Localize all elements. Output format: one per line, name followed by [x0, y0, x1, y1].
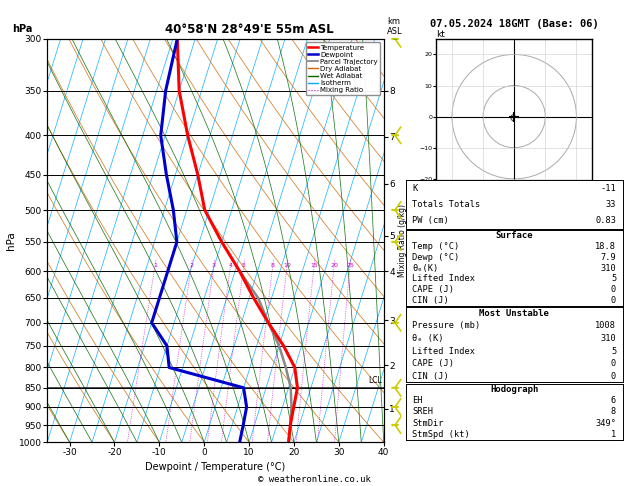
Text: © weatheronline.co.uk: © weatheronline.co.uk	[258, 474, 371, 484]
Y-axis label: hPa: hPa	[6, 231, 16, 250]
Text: Pressure (mb): Pressure (mb)	[412, 321, 481, 330]
Text: Temp (°C): Temp (°C)	[412, 242, 459, 251]
Text: 5: 5	[611, 347, 616, 356]
Legend: Temperature, Dewpoint, Parcel Trajectory, Dry Adiabat, Wet Adiabat, Isotherm, Mi: Temperature, Dewpoint, Parcel Trajectory…	[306, 42, 380, 95]
Text: 7.9: 7.9	[601, 253, 616, 262]
Text: 2: 2	[189, 263, 194, 268]
Text: 310: 310	[601, 334, 616, 343]
Text: 15: 15	[310, 263, 318, 268]
Text: 4: 4	[228, 263, 233, 268]
Text: 25: 25	[346, 263, 354, 268]
Text: 310: 310	[601, 263, 616, 273]
Text: 349°: 349°	[595, 418, 616, 428]
Text: CIN (J): CIN (J)	[412, 296, 449, 305]
Text: 40°58'N 28°49'E 55m ASL: 40°58'N 28°49'E 55m ASL	[165, 23, 333, 36]
Y-axis label: Mixing Ratio (g/kg): Mixing Ratio (g/kg)	[398, 204, 407, 277]
Text: -11: -11	[601, 184, 616, 193]
Text: 10: 10	[283, 263, 291, 268]
Text: Hodograph: Hodograph	[490, 385, 538, 394]
Text: SREH: SREH	[412, 407, 433, 417]
Text: Most Unstable: Most Unstable	[479, 309, 549, 318]
Text: PW (cm): PW (cm)	[412, 216, 449, 226]
Text: 33: 33	[606, 200, 616, 209]
Text: 1: 1	[611, 430, 616, 439]
Text: 6: 6	[611, 396, 616, 405]
Text: 0: 0	[611, 372, 616, 381]
Text: 0: 0	[611, 359, 616, 368]
Text: CAPE (J): CAPE (J)	[412, 285, 454, 294]
Text: km
ASL: km ASL	[387, 17, 403, 36]
Text: 8: 8	[611, 407, 616, 417]
Text: K: K	[412, 184, 418, 193]
Text: EH: EH	[412, 396, 423, 405]
Text: 3: 3	[212, 263, 216, 268]
Text: 0: 0	[611, 285, 616, 294]
Text: StmSpd (kt): StmSpd (kt)	[412, 430, 470, 439]
Text: hPa: hPa	[13, 24, 33, 34]
Text: CAPE (J): CAPE (J)	[412, 359, 454, 368]
Text: 20: 20	[330, 263, 338, 268]
Text: 07.05.2024 18GMT (Base: 06): 07.05.2024 18GMT (Base: 06)	[430, 19, 599, 29]
Text: θₑ (K): θₑ (K)	[412, 334, 443, 343]
Text: 8: 8	[271, 263, 275, 268]
Text: Surface: Surface	[496, 231, 533, 240]
Text: StmDir: StmDir	[412, 418, 443, 428]
Text: 18.8: 18.8	[595, 242, 616, 251]
Text: Lifted Index: Lifted Index	[412, 274, 476, 283]
X-axis label: Dewpoint / Temperature (°C): Dewpoint / Temperature (°C)	[145, 462, 286, 472]
Text: Dewp (°C): Dewp (°C)	[412, 253, 459, 262]
Text: Totals Totals: Totals Totals	[412, 200, 481, 209]
Text: 0.83: 0.83	[595, 216, 616, 226]
Text: 5: 5	[611, 274, 616, 283]
Text: 5: 5	[242, 263, 246, 268]
Text: Lifted Index: Lifted Index	[412, 347, 476, 356]
Text: 0: 0	[611, 296, 616, 305]
Text: LCL: LCL	[369, 376, 382, 385]
Text: CIN (J): CIN (J)	[412, 372, 449, 381]
Text: θₑ(K): θₑ(K)	[412, 263, 438, 273]
Text: 1008: 1008	[595, 321, 616, 330]
Text: 1: 1	[153, 263, 157, 268]
Text: kt: kt	[437, 30, 445, 39]
